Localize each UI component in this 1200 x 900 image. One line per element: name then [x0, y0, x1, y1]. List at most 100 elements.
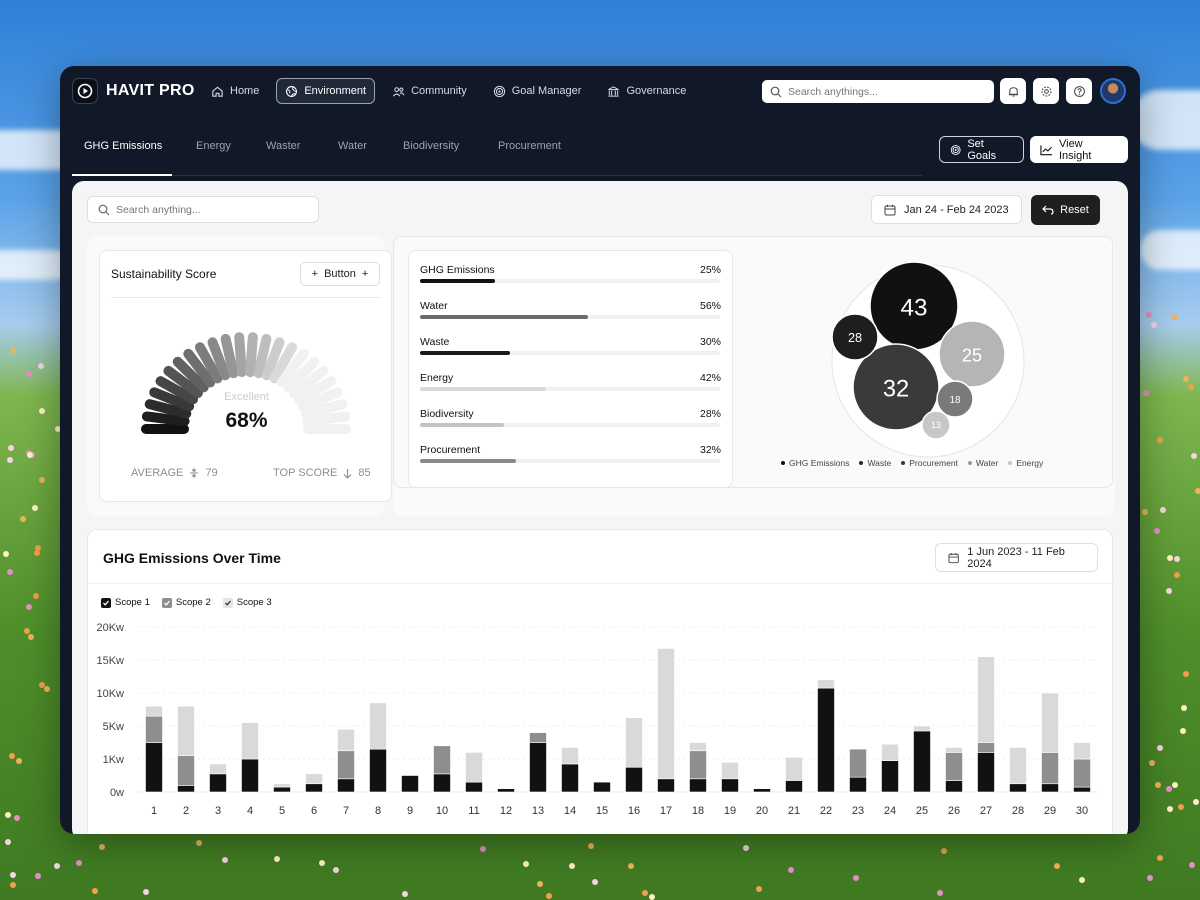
bar-segment[interactable]	[945, 752, 963, 781]
bar-segment[interactable]	[177, 785, 195, 793]
bar-segment[interactable]	[177, 705, 195, 756]
tab-ghg-emissions[interactable]: GHG Emissions	[72, 130, 172, 176]
bar-segment[interactable]	[401, 775, 419, 793]
top-search-input[interactable]	[788, 85, 978, 98]
bar-segment[interactable]	[433, 745, 451, 775]
tab-procurement[interactable]: Procurement	[498, 140, 561, 152]
bar-segment[interactable]	[273, 786, 291, 793]
bar-segment[interactable]	[561, 763, 579, 793]
bar-segment[interactable]	[817, 687, 835, 793]
bar-segment[interactable]	[497, 788, 515, 793]
bar-segment[interactable]	[977, 742, 995, 753]
bar-segment[interactable]	[881, 760, 899, 793]
scope-3-toggle[interactable]: Scope 3	[222, 597, 272, 608]
bubble[interactable]	[936, 380, 974, 418]
bar-segment[interactable]	[785, 757, 803, 781]
bar-segment[interactable]	[689, 750, 707, 780]
tab-water[interactable]: Water	[338, 140, 367, 152]
bar-segment[interactable]	[657, 648, 675, 780]
bar-segment[interactable]	[145, 742, 163, 793]
bar-segment[interactable]	[337, 750, 355, 780]
nav-home[interactable]: Home	[202, 78, 268, 104]
bar-segment[interactable]	[465, 781, 483, 793]
bar-segment[interactable]	[689, 778, 707, 793]
bar-segment[interactable]	[881, 743, 899, 761]
nav-community[interactable]: Community	[383, 78, 476, 104]
bar-segment[interactable]	[753, 788, 771, 793]
bar-segment[interactable]	[945, 747, 963, 753]
bar-segment[interactable]	[241, 722, 259, 760]
bar-segment[interactable]	[1009, 783, 1027, 793]
bar-segment[interactable]	[465, 752, 483, 783]
bar-segment[interactable]	[209, 773, 227, 793]
bar-segment[interactable]	[1073, 742, 1091, 760]
main-search[interactable]	[87, 196, 319, 223]
bar-segment[interactable]	[369, 702, 387, 750]
bar-segment[interactable]	[657, 778, 675, 793]
view-insight-button[interactable]: View Insight	[1030, 136, 1128, 163]
bar-segment[interactable]	[305, 783, 323, 793]
bar-segment[interactable]	[337, 778, 355, 793]
bar-segment[interactable]	[561, 747, 579, 765]
bar-segment[interactable]	[433, 773, 451, 793]
bubble[interactable]	[938, 320, 1006, 388]
bar-segment[interactable]	[849, 748, 867, 778]
bar-segment[interactable]	[849, 776, 867, 793]
bar-segment[interactable]	[625, 766, 643, 793]
bar-segment[interactable]	[145, 715, 163, 743]
bar-segment[interactable]	[817, 679, 835, 689]
bar-segment[interactable]	[145, 705, 163, 717]
bubble[interactable]	[831, 313, 879, 361]
bar-segment[interactable]	[1009, 747, 1027, 785]
bar-segment[interactable]	[1041, 783, 1059, 793]
bar-segment[interactable]	[977, 752, 995, 793]
avatar[interactable]	[1100, 78, 1126, 104]
bar-segment[interactable]	[689, 742, 707, 752]
main-search-input[interactable]	[116, 203, 306, 216]
bar-segment[interactable]	[177, 755, 195, 786]
bar-segment[interactable]	[785, 780, 803, 793]
bar-segment[interactable]	[1073, 758, 1091, 788]
logo[interactable]: HAVIT PRO	[72, 78, 195, 104]
bar-segment[interactable]	[913, 725, 931, 732]
bar-segment[interactable]	[1041, 752, 1059, 785]
nav-governance[interactable]: Governance	[598, 78, 695, 104]
bar-segment[interactable]	[305, 773, 323, 785]
flower	[24, 628, 31, 635]
bar-segment[interactable]	[625, 717, 643, 768]
set-goals-button[interactable]: Set Goals	[939, 136, 1024, 163]
bar-segment[interactable]	[721, 762, 739, 780]
reset-button[interactable]: Reset	[1031, 195, 1100, 225]
scope-2-toggle[interactable]: Scope 2	[161, 597, 211, 608]
tab-biodiversity[interactable]: Biodiversity	[403, 140, 460, 152]
emissions-date-button[interactable]: 1 Jun 2023 - 11 Feb 2024	[935, 543, 1098, 572]
tab-waster[interactable]: Waster	[266, 140, 301, 152]
bar-segment[interactable]	[209, 763, 227, 775]
bar-segment[interactable]	[721, 778, 739, 793]
tab-energy[interactable]: Energy	[196, 140, 231, 152]
bar-segment[interactable]	[337, 729, 355, 752]
nav-environment[interactable]: Environment	[276, 78, 376, 104]
bar-segment[interactable]	[945, 780, 963, 793]
settings-button[interactable]	[1033, 78, 1059, 104]
bar-segment[interactable]	[593, 781, 611, 793]
notifications-button[interactable]	[1000, 78, 1026, 104]
bar-segment[interactable]	[529, 732, 547, 743]
bar-segment[interactable]	[241, 758, 259, 793]
score-card-button[interactable]: + Button +	[300, 262, 380, 286]
bubble[interactable]	[921, 410, 951, 440]
bar-segment[interactable]	[369, 748, 387, 793]
bar-segment[interactable]	[1041, 692, 1059, 753]
bar-segment[interactable]	[977, 656, 995, 743]
bar-segment[interactable]	[913, 730, 931, 793]
bar-segment[interactable]	[273, 783, 291, 788]
scope-1-toggle[interactable]: Scope 1	[101, 597, 150, 608]
x-tick-label: 21	[788, 805, 800, 817]
bar-segment[interactable]	[529, 742, 547, 793]
date-range-button[interactable]: Jan 24 - Feb 24 2023	[871, 195, 1022, 224]
nav-goal-manager[interactable]: Goal Manager	[484, 78, 591, 104]
top-search[interactable]	[762, 80, 994, 103]
bubble[interactable]	[852, 343, 940, 431]
help-button[interactable]	[1066, 78, 1092, 104]
bar-segment[interactable]	[1073, 786, 1091, 793]
